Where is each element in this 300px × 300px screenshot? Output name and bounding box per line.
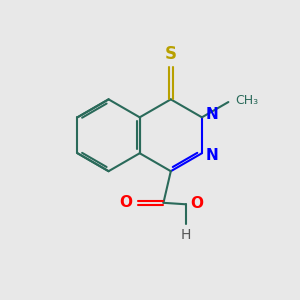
Text: CH₃: CH₃ bbox=[235, 94, 258, 107]
Text: O: O bbox=[119, 195, 132, 210]
Text: S: S bbox=[165, 46, 177, 64]
Text: N: N bbox=[206, 107, 219, 122]
Text: O: O bbox=[190, 196, 203, 211]
Text: N: N bbox=[206, 148, 219, 163]
Text: H: H bbox=[181, 228, 191, 242]
